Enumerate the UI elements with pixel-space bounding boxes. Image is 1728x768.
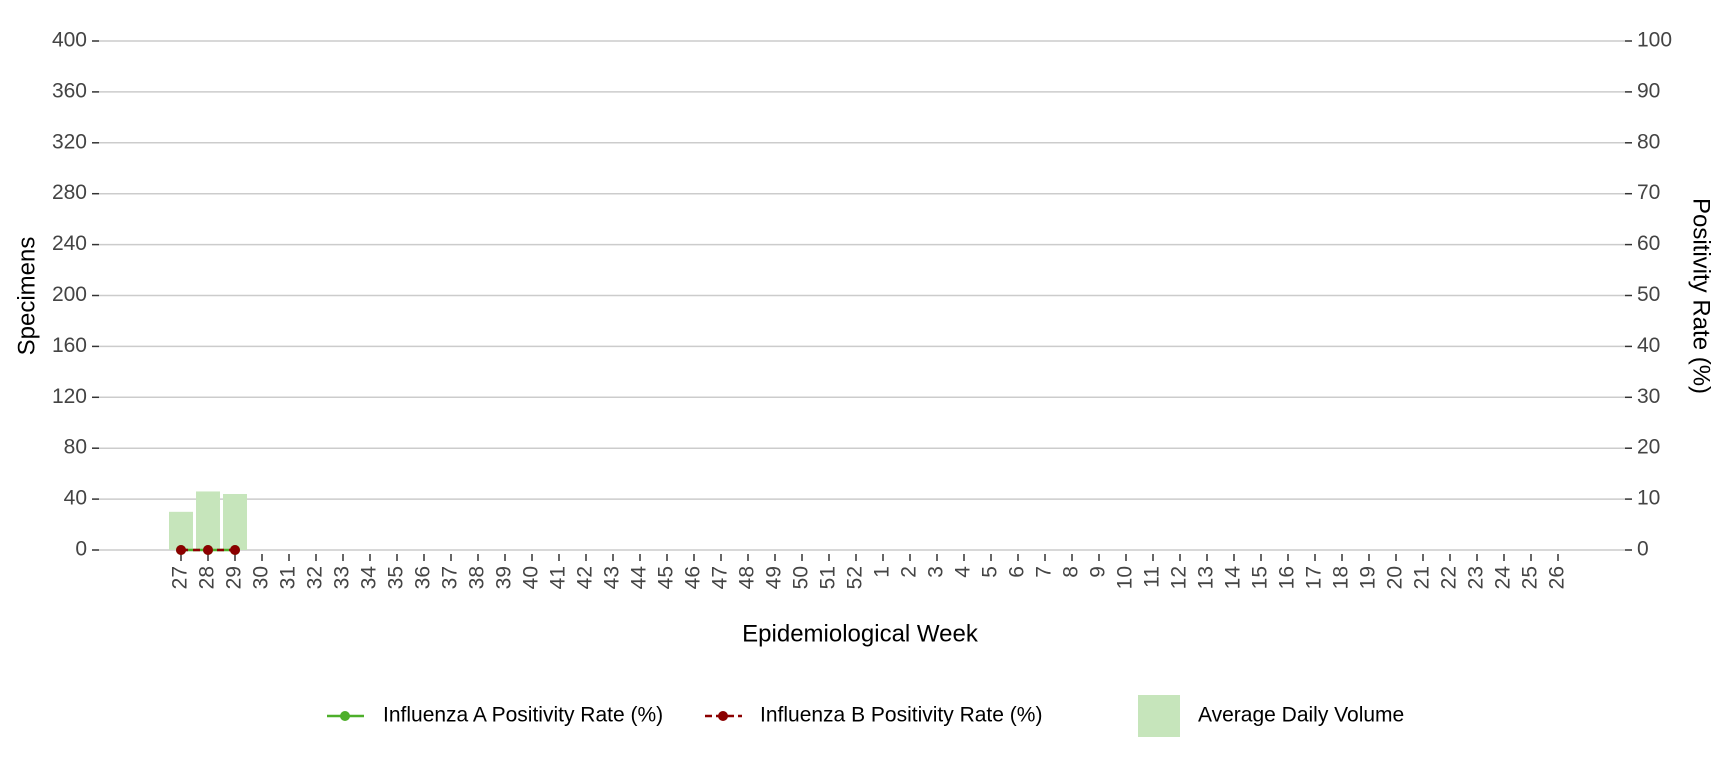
x-tick-label: 52: [844, 566, 867, 589]
bar: [169, 511, 193, 550]
x-tick-label: 14: [1222, 566, 1245, 590]
x-tick-label: 44: [628, 566, 651, 590]
x-tick-label: 8: [1060, 566, 1083, 578]
y2-tick-label: 90: [1637, 79, 1660, 102]
x-tick-label: 41: [547, 566, 570, 589]
y2-tick-label: 0: [1637, 538, 1649, 561]
y2-tick-label: 70: [1637, 181, 1660, 204]
x-tick-label: 48: [736, 566, 759, 589]
point: [176, 545, 186, 555]
x-tick-label: 19: [1357, 566, 1380, 589]
x-tick-label: 1: [871, 566, 894, 578]
x-tick-label: 25: [1519, 566, 1542, 589]
y2-axis-title: Positivity Rate (%): [1688, 198, 1715, 394]
legend-swatch: [340, 711, 350, 721]
bar: [223, 494, 247, 550]
x-tick-label: 37: [439, 566, 462, 589]
x-tick-label: 3: [925, 566, 948, 578]
x-tick-label: 27: [169, 566, 192, 589]
x-tick-label: 24: [1492, 566, 1515, 590]
x-tick-label: 21: [1411, 566, 1434, 589]
legend-label: Influenza B Positivity Rate (%): [760, 704, 1042, 727]
x-tick-label: 7: [1033, 566, 1056, 578]
x-tick-label: 9: [1087, 566, 1110, 578]
x-tick-label: 34: [358, 566, 381, 590]
y2-tick-label: 80: [1637, 130, 1660, 153]
point: [230, 545, 240, 555]
y-tick-label: 280: [52, 181, 87, 204]
x-tick-label: 36: [412, 566, 435, 589]
y-tick-label: 360: [52, 79, 87, 102]
legend-label: Influenza A Positivity Rate (%): [383, 704, 663, 727]
x-tick-label: 28: [196, 566, 219, 589]
x-tick-label: 26: [1546, 566, 1569, 589]
y2-tick-label: 30: [1637, 385, 1660, 408]
y-tick-label: 80: [64, 436, 87, 459]
x-tick-label: 15: [1249, 566, 1272, 589]
y2-tick-label: 20: [1637, 436, 1660, 459]
y-tick-label: 200: [52, 283, 87, 306]
y2-tick-label: 60: [1637, 232, 1660, 255]
x-tick-label: 39: [493, 566, 516, 589]
x-tick-label: 32: [304, 566, 327, 589]
x-tick-label: 23: [1465, 566, 1488, 589]
y-tick-label: 120: [52, 385, 87, 408]
x-tick-label: 30: [250, 566, 273, 589]
y2-tick-label: 40: [1637, 334, 1660, 357]
x-tick-label: 43: [601, 566, 624, 589]
y-axis-title: Specimens: [13, 237, 40, 356]
y-tick-label: 160: [52, 334, 87, 357]
x-tick-label: 4: [952, 566, 975, 578]
x-tick-label: 10: [1114, 566, 1137, 589]
y-tick-label: 240: [52, 232, 87, 255]
x-tick-label: 6: [1006, 566, 1029, 578]
x-tick-label: 45: [655, 566, 678, 589]
x-tick-label: 13: [1195, 566, 1218, 589]
x-tick-label: 35: [385, 566, 408, 589]
x-tick-label: 38: [466, 566, 489, 589]
x-tick-label: 11: [1141, 566, 1164, 588]
x-tick-label: 47: [709, 566, 732, 589]
x-tick-label: 12: [1168, 566, 1191, 589]
x-tick-label: 42: [574, 566, 597, 589]
x-tick-label: 51: [817, 566, 840, 589]
legend-swatch: [1138, 695, 1180, 737]
x-axis-title: Epidemiological Week: [742, 620, 979, 647]
point: [203, 545, 213, 555]
y2-tick-label: 50: [1637, 283, 1660, 306]
y2-tick-label: 10: [1637, 487, 1660, 510]
x-tick-label: 2: [898, 566, 921, 578]
x-tick-label: 20: [1384, 566, 1407, 589]
y-tick-label: 0: [75, 538, 87, 561]
x-tick-label: 17: [1303, 566, 1326, 589]
bar: [196, 491, 220, 550]
x-tick-label: 29: [223, 566, 246, 589]
y-tick-label: 400: [52, 29, 87, 52]
y-tick-label: 320: [52, 130, 87, 153]
y2-tick-label: 100: [1637, 29, 1672, 52]
x-tick-label: 33: [331, 566, 354, 589]
legend-label: Average Daily Volume: [1198, 704, 1404, 727]
x-tick-label: 22: [1438, 566, 1461, 589]
x-tick-label: 18: [1330, 566, 1353, 589]
x-tick-label: 16: [1276, 566, 1299, 589]
x-tick-label: 50: [790, 566, 813, 589]
legend-swatch: [718, 711, 728, 721]
x-tick-label: 31: [277, 566, 300, 589]
x-tick-label: 40: [520, 566, 543, 589]
x-tick-label: 5: [979, 566, 1002, 578]
x-tick-label: 49: [763, 566, 786, 589]
x-tick-label: 46: [682, 566, 705, 589]
y-tick-label: 40: [64, 487, 87, 510]
